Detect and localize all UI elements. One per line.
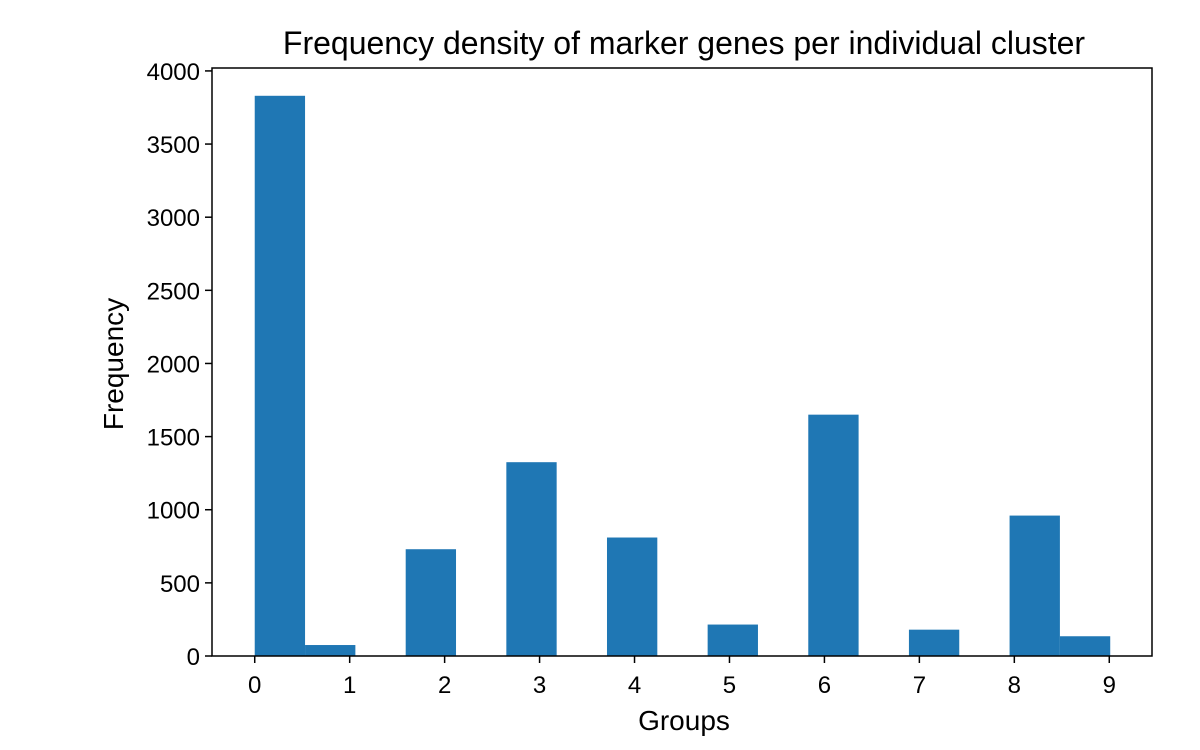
x-axis-ticks: 0 1 2 3 4 5 6 7 8 9 [248,656,1116,699]
y-tick-label: 3000 [147,205,200,232]
y-axis-ticks: 0 500 1000 1500 2000 2500 3000 3500 4000 [147,59,212,671]
histogram-bar-2 [405,549,457,656]
x-tick-label: 3 [533,672,546,699]
x-tick-label: 9 [1103,672,1116,699]
histogram-bar-9 [1059,636,1111,656]
y-tick-label: 4000 [147,59,200,86]
x-tick-label: 7 [913,672,926,699]
x-axis-label: Groups [638,705,730,736]
bars [254,95,1111,657]
y-axis-label: Frequency [98,298,129,430]
histogram-bar-1 [305,645,356,656]
x-tick-label: 4 [628,672,641,699]
histogram-bar-3 [506,462,557,656]
x-tick-label: 8 [1008,672,1021,699]
y-tick-label: 500 [160,571,200,598]
y-tick-label: 1500 [147,425,200,452]
y-tick-label: 2000 [147,351,200,378]
y-tick-label: 3500 [147,132,200,159]
x-tick-label: 5 [723,672,736,699]
x-tick-label: 6 [818,672,831,699]
y-tick-label: 0 [187,644,200,671]
y-tick-label: 1000 [147,498,200,525]
plot-frame [211,67,1153,657]
x-tick-label: 1 [343,672,356,699]
x-tick-label: 0 [248,672,261,699]
histogram-bar-5 [707,624,758,656]
histogram-bar-4 [606,537,658,656]
histogram-bar-7 [908,629,960,656]
y-tick-label: 2500 [147,278,200,305]
chart-title: Frequency density of marker genes per in… [283,25,1086,61]
histogram-bar-8 [1009,515,1060,656]
x-tick-label: 2 [438,672,451,699]
histogram-bar-6 [808,414,859,656]
histogram-bar-0 [254,95,306,657]
